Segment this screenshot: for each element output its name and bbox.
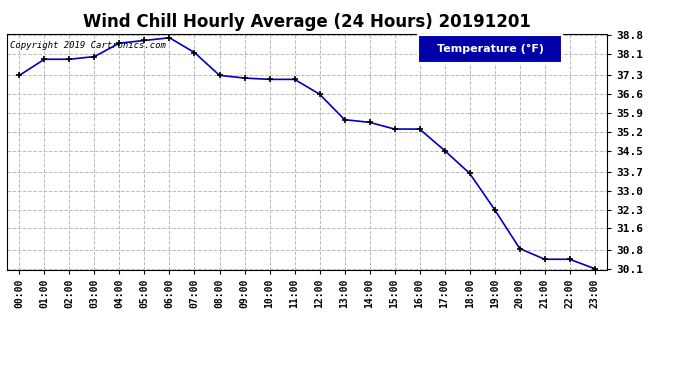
Text: Copyright 2019 Cartronics.com: Copyright 2019 Cartronics.com — [10, 41, 166, 50]
FancyBboxPatch shape — [418, 35, 562, 63]
Title: Wind Chill Hourly Average (24 Hours) 20191201: Wind Chill Hourly Average (24 Hours) 201… — [83, 13, 531, 31]
Text: Temperature (°F): Temperature (°F) — [437, 44, 544, 54]
